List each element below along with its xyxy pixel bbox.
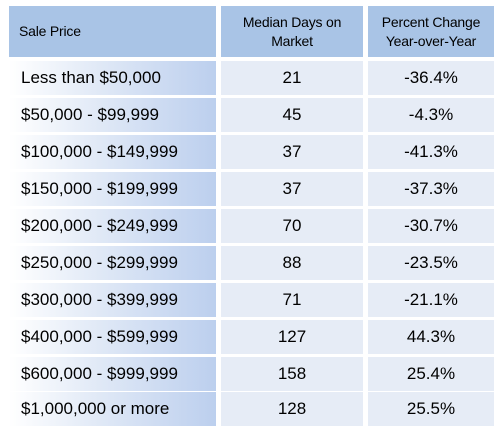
table-row: $600,000 - $999,999 158 25.4% <box>9 357 494 391</box>
percent-change-cell: 44.3% <box>368 320 494 354</box>
header-median-days-line2: Market <box>271 32 313 49</box>
median-days-cell: 128 <box>221 392 363 426</box>
median-days-cell: 158 <box>221 357 363 391</box>
percent-change-cell: -23.5% <box>368 246 494 280</box>
table-row: $150,000 - $199,999 37 -37.3% <box>9 172 494 206</box>
header-percent-change-line1: Percent Change <box>381 13 481 30</box>
median-days-cell: 37 <box>221 135 363 169</box>
header-percent-change: Percent Change Year-over-Year <box>368 6 494 57</box>
median-days-cell: 70 <box>221 209 363 243</box>
sale-price-cell: $1,000,000 or more <box>9 392 216 426</box>
sale-price-cell: $50,000 - $99,999 <box>9 98 216 132</box>
header-sale-price-label: Sale Price <box>19 23 81 39</box>
table-header: Sale Price Median Days on Market Percent… <box>9 6 494 57</box>
median-days-cell: 37 <box>221 172 363 206</box>
table-row: $1,000,000 or more 128 25.5% <box>9 392 494 426</box>
median-days-cell: 45 <box>221 98 363 132</box>
median-days-cell: 21 <box>221 61 363 95</box>
percent-change-cell: -30.7% <box>368 209 494 243</box>
percent-change-cell: -37.3% <box>368 172 494 206</box>
percent-change-cell: -36.4% <box>368 61 494 95</box>
data-table: Sale Price Median Days on Market Percent… <box>9 6 494 426</box>
header-median-days-line1: Median Days on <box>242 13 342 30</box>
header-percent-change-line2: Year-over-Year <box>385 32 477 49</box>
table-row: $250,000 - $299,999 88 -23.5% <box>9 246 494 280</box>
table-row: $50,000 - $99,999 45 -4.3% <box>9 98 494 132</box>
header-median-days: Median Days on Market <box>221 6 363 57</box>
sale-price-cell: $150,000 - $199,999 <box>9 172 216 206</box>
table-row: $200,000 - $249,999 70 -30.7% <box>9 209 494 243</box>
table-row: $100,000 - $149,999 37 -41.3% <box>9 135 494 169</box>
sale-price-cell: $300,000 - $399,999 <box>9 283 216 317</box>
sale-price-cell: Less than $50,000 <box>9 61 216 95</box>
median-days-cell: 88 <box>221 246 363 280</box>
sale-price-cell: $400,000 - $599,999 <box>9 320 216 354</box>
percent-change-cell: -4.3% <box>368 98 494 132</box>
sale-price-cell: $100,000 - $149,999 <box>9 135 216 169</box>
median-days-cell: 127 <box>221 320 363 354</box>
header-sale-price: Sale Price <box>9 6 216 57</box>
sale-price-cell: $250,000 - $299,999 <box>9 246 216 280</box>
table-row: Less than $50,000 21 -36.4% <box>9 61 494 95</box>
percent-change-cell: 25.4% <box>368 357 494 391</box>
table-row: $300,000 - $399,999 71 -21.1% <box>9 283 494 317</box>
sale-price-cell: $600,000 - $999,999 <box>9 357 216 391</box>
percent-change-cell: -41.3% <box>368 135 494 169</box>
table-row: $400,000 - $599,999 127 44.3% <box>9 320 494 354</box>
sale-price-cell: $200,000 - $249,999 <box>9 209 216 243</box>
median-days-cell: 71 <box>221 283 363 317</box>
percent-change-cell: -21.1% <box>368 283 494 317</box>
percent-change-cell: 25.5% <box>368 392 494 426</box>
